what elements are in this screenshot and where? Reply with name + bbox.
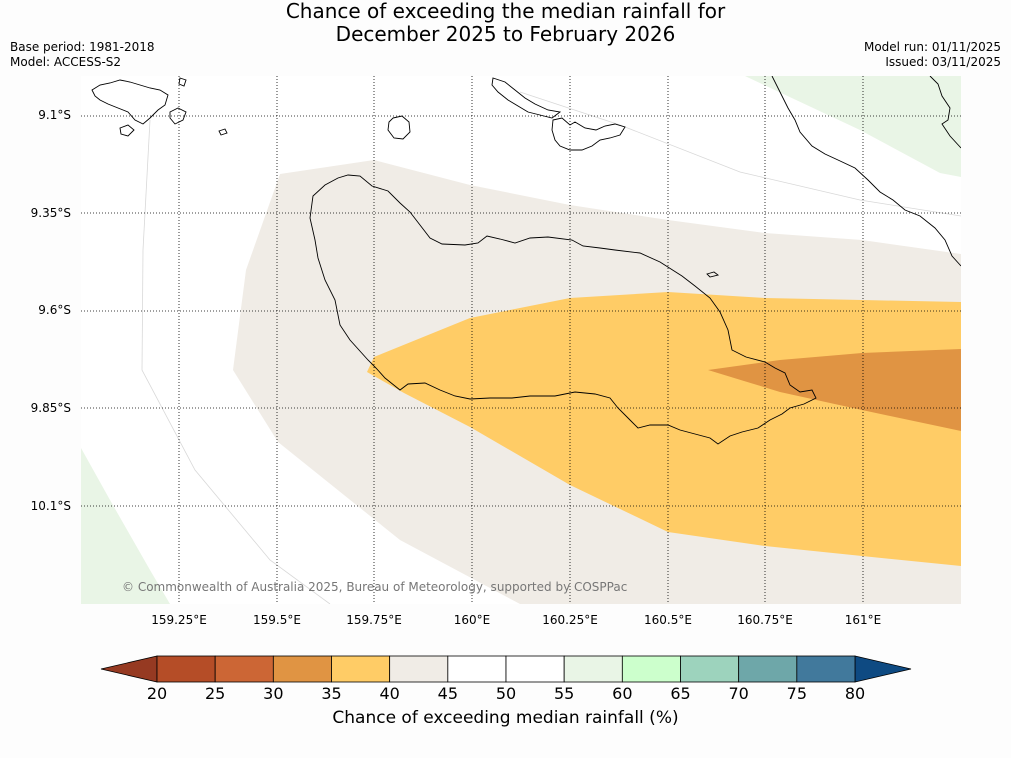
model-name: Model: ACCESS-S2 — [10, 55, 122, 69]
coast-nggela-west — [491, 77, 562, 119]
colorbar-tick-label: 65 — [670, 684, 691, 703]
coast-russell-islands — [91, 79, 169, 125]
colorbar-segment — [156, 655, 216, 683]
colorbar-segment — [621, 655, 681, 683]
colorbar-tick-label: 20 — [146, 684, 168, 703]
colorbar-tick-label: 35 — [321, 684, 342, 703]
coast-islet-round — [387, 115, 411, 140]
colorbar-tick-label: 40 — [379, 684, 400, 703]
copyright-notice: © Commonwealth of Australia 2025, Bureau… — [122, 580, 628, 594]
colorbar-segment — [796, 655, 856, 683]
colorbar-tick-label: 45 — [437, 684, 459, 703]
colorbar-over-arrow — [854, 655, 912, 683]
colorbar-tick-label: 60 — [612, 684, 633, 703]
colorbar-segment — [389, 655, 449, 683]
title-line-1: Chance of exceeding the median rainfall … — [285, 0, 726, 23]
colorbar-segment — [563, 655, 623, 683]
coastlines — [91, 76, 961, 445]
lon-label-161: 161°E — [844, 613, 882, 627]
lon-label-160: 160°E — [453, 613, 491, 627]
zone-30-35 — [708, 349, 961, 431]
lat-label-9-85: 9.85°S — [30, 401, 71, 415]
lon-label-159-25: 159.25°E — [151, 613, 207, 627]
zone-55-60-ne — [745, 76, 961, 177]
colorbar — [100, 655, 912, 683]
lon-label-160-75: 160.75°E — [737, 613, 793, 627]
colorbar-tick-label: 25 — [204, 684, 226, 703]
colorbar-tick-label: 75 — [786, 684, 808, 703]
coast-islet-small — [706, 271, 720, 278]
coast-guadalcanal — [309, 174, 817, 445]
coast-russell-islet-c — [218, 128, 228, 136]
lon-label-159-75: 159.75°E — [346, 613, 402, 627]
issued-date: Issued: 03/11/2025 — [885, 55, 1001, 69]
faint-contour-1 — [141, 119, 331, 604]
colorbar-tick-label: 70 — [728, 684, 749, 703]
colorbar-segment — [447, 655, 507, 683]
lat-label-9-6: 9.6°S — [38, 303, 71, 317]
coast-malaita-north — [929, 76, 961, 149]
coast-malaita — [771, 76, 961, 267]
map-title: Chance of exceeding the median rainfall … — [0, 0, 1011, 46]
coast-russell-islet-a — [169, 107, 187, 125]
colorbar-segment — [738, 655, 798, 683]
colorbar-label: Chance of exceeding median rainfall (%) — [332, 708, 679, 728]
colorbar-segments — [156, 655, 856, 683]
meta-left: Base period: 1981-2018 Model: ACCESS-S2 — [10, 40, 155, 70]
colorbar-segment — [680, 655, 740, 683]
lon-label-159-5: 159.5°E — [253, 613, 301, 627]
lat-label-9-35: 9.35°S — [30, 206, 71, 220]
lon-label-160-25: 160.25°E — [542, 613, 598, 627]
colorbar-tick-label: 55 — [553, 684, 575, 703]
lat-label-9-1: 9.1°S — [38, 108, 71, 122]
colorbar-under-arrow — [100, 655, 158, 683]
colorbar-segment — [272, 655, 332, 683]
meta-right: Model run: 01/11/2025 Issued: 03/11/2025 — [864, 40, 1001, 70]
model-run: Model run: 01/11/2025 — [863, 40, 1001, 54]
colorbar-segment — [214, 655, 274, 683]
colorbar-tick-label: 50 — [495, 684, 517, 703]
colorbar-tick-label: 30 — [263, 684, 284, 703]
graticule — [81, 76, 961, 604]
coast-russell-islet-b — [119, 124, 135, 137]
lon-label-160-5: 160.5°E — [644, 613, 692, 627]
faint-contour-2 — [519, 91, 961, 217]
coast-florida-islands — [551, 117, 626, 151]
colorbar-segment — [505, 655, 565, 683]
colorbar-segment — [331, 655, 391, 683]
base-period: Base period: 1981-2018 — [10, 40, 155, 54]
zone-55-60-sw — [81, 448, 170, 604]
title-line-2: December 2025 to February 2026 — [335, 22, 676, 46]
lat-label-10-1: 10.1°S — [30, 499, 71, 513]
colorbar-tick-label: 80 — [844, 684, 866, 703]
